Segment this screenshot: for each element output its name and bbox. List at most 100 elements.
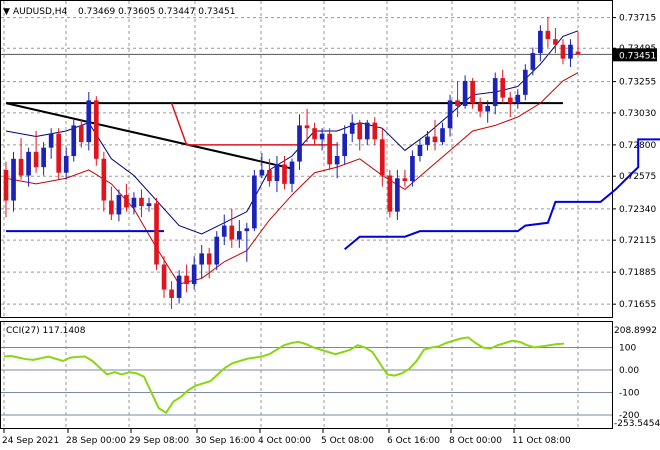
collapse-triangle-icon[interactable]: ▼ xyxy=(3,7,10,17)
candle-body xyxy=(221,225,227,237)
candle-body xyxy=(154,203,159,265)
candle-body xyxy=(387,175,393,212)
candle-body xyxy=(342,133,348,157)
candle-body xyxy=(372,122,378,140)
candle-body xyxy=(33,151,39,168)
x-tick-label: 5 Oct 08:00 xyxy=(321,436,374,446)
x-tick-label: 30 Sep 16:00 xyxy=(195,436,255,446)
cci-level-labels: 100 0.00 -100 -200 xyxy=(619,343,640,420)
y-tick-label: 0.72115 xyxy=(619,236,656,246)
candle-body xyxy=(545,30,551,40)
x-tick-label: 11 Oct 08:00 xyxy=(512,436,571,446)
candle-body xyxy=(101,158,107,201)
candle-body xyxy=(176,275,182,298)
y-tick-label: 0.72575 xyxy=(619,172,656,182)
candle-body xyxy=(425,136,430,145)
candle-body xyxy=(282,164,287,184)
candle-body xyxy=(184,275,189,285)
candle-body xyxy=(71,125,77,157)
cci-series xyxy=(3,336,565,415)
candle-body xyxy=(357,122,363,140)
candle-body xyxy=(492,78,498,106)
symbol-label: AUDUSD,H4 xyxy=(13,7,68,17)
candle-body xyxy=(169,289,174,298)
grid-lines xyxy=(1,1,612,428)
candle-body xyxy=(364,122,370,140)
candle-body xyxy=(538,30,543,54)
y-tick-label: 0.73715 xyxy=(619,14,656,24)
y-tick-label: 0.73030 xyxy=(619,109,656,119)
candle-body xyxy=(244,228,250,232)
cci-bottom-value: -253.5454 xyxy=(614,419,660,429)
y-tick-label: 0.71885 xyxy=(619,268,656,278)
current-price-label: 0.73451 xyxy=(619,51,656,61)
candle-body xyxy=(568,44,573,59)
candle-body xyxy=(3,169,9,201)
candle-body xyxy=(56,133,62,173)
candle-body xyxy=(26,151,31,176)
cci-level-label: 100 xyxy=(619,343,636,353)
candle-body xyxy=(312,128,317,140)
trend-line xyxy=(5,102,293,170)
candle-body xyxy=(116,194,122,215)
candle-body xyxy=(48,133,54,148)
candle-body xyxy=(327,133,332,165)
candle-body xyxy=(146,203,152,207)
indicator-lines xyxy=(1,30,660,285)
candle-body xyxy=(11,158,16,201)
cci-line xyxy=(3,336,565,415)
candle-body xyxy=(522,69,528,95)
candle-body xyxy=(349,122,355,134)
candle-body xyxy=(447,100,453,129)
candle-body xyxy=(214,236,220,265)
candle-body xyxy=(229,225,235,240)
candle-body xyxy=(485,105,491,112)
x-tick-label: 4 Oct 00:00 xyxy=(258,436,311,446)
candles xyxy=(3,16,581,310)
candle-body xyxy=(191,264,197,285)
y-tick-label: 0.73255 xyxy=(619,78,656,88)
candle-body xyxy=(161,264,167,290)
x-tick-label: 6 Oct 16:00 xyxy=(387,436,440,446)
candle-body xyxy=(560,44,566,59)
cci-level-label: -200 xyxy=(619,411,640,421)
y-tick-label: 0.71655 xyxy=(619,300,656,310)
candle-body xyxy=(515,94,521,104)
candle-body xyxy=(93,100,99,159)
y-tick-label: 0.72340 xyxy=(619,205,656,215)
candle-body xyxy=(470,80,475,104)
candle-body xyxy=(259,169,265,176)
candle-body xyxy=(575,51,581,55)
stop-line xyxy=(344,138,660,250)
candle-body xyxy=(274,164,280,182)
candle-body xyxy=(78,125,84,143)
x-tick-label: 8 Oct 00:00 xyxy=(449,436,502,446)
candle-body xyxy=(109,200,114,215)
ohlc-readout: 0.73469 0.73605 0.73447 0.73451 xyxy=(78,7,235,17)
red-marker-line xyxy=(170,102,338,146)
candle-body xyxy=(432,136,438,143)
cci-level-label: -100 xyxy=(619,388,640,398)
candle-body xyxy=(455,100,460,106)
time-axis: 24 Sep 2021 28 Sep 00:00 29 Sep 08:00 30 Se… xyxy=(2,429,571,446)
x-tick-label: 29 Sep 08:00 xyxy=(129,436,189,446)
cci-level-label: 0.00 xyxy=(619,366,639,376)
candle-body xyxy=(18,158,24,176)
cci-top-value: 208.8992 xyxy=(614,326,657,336)
candle-body xyxy=(334,156,340,165)
candle-body xyxy=(410,156,415,182)
candle-body xyxy=(267,169,272,182)
candle-body xyxy=(500,78,506,98)
candle-body xyxy=(379,139,385,176)
candle-body xyxy=(131,197,137,208)
x-tick-label: 28 Sep 00:00 xyxy=(66,436,126,446)
candle-body xyxy=(304,125,310,129)
cci-panel[interactable] xyxy=(0,321,613,429)
candle-body xyxy=(462,80,468,106)
candle-body xyxy=(252,175,257,229)
candle-body xyxy=(477,103,483,112)
candle-body xyxy=(395,178,400,212)
candle-body xyxy=(507,97,513,104)
candle-body xyxy=(417,144,423,157)
